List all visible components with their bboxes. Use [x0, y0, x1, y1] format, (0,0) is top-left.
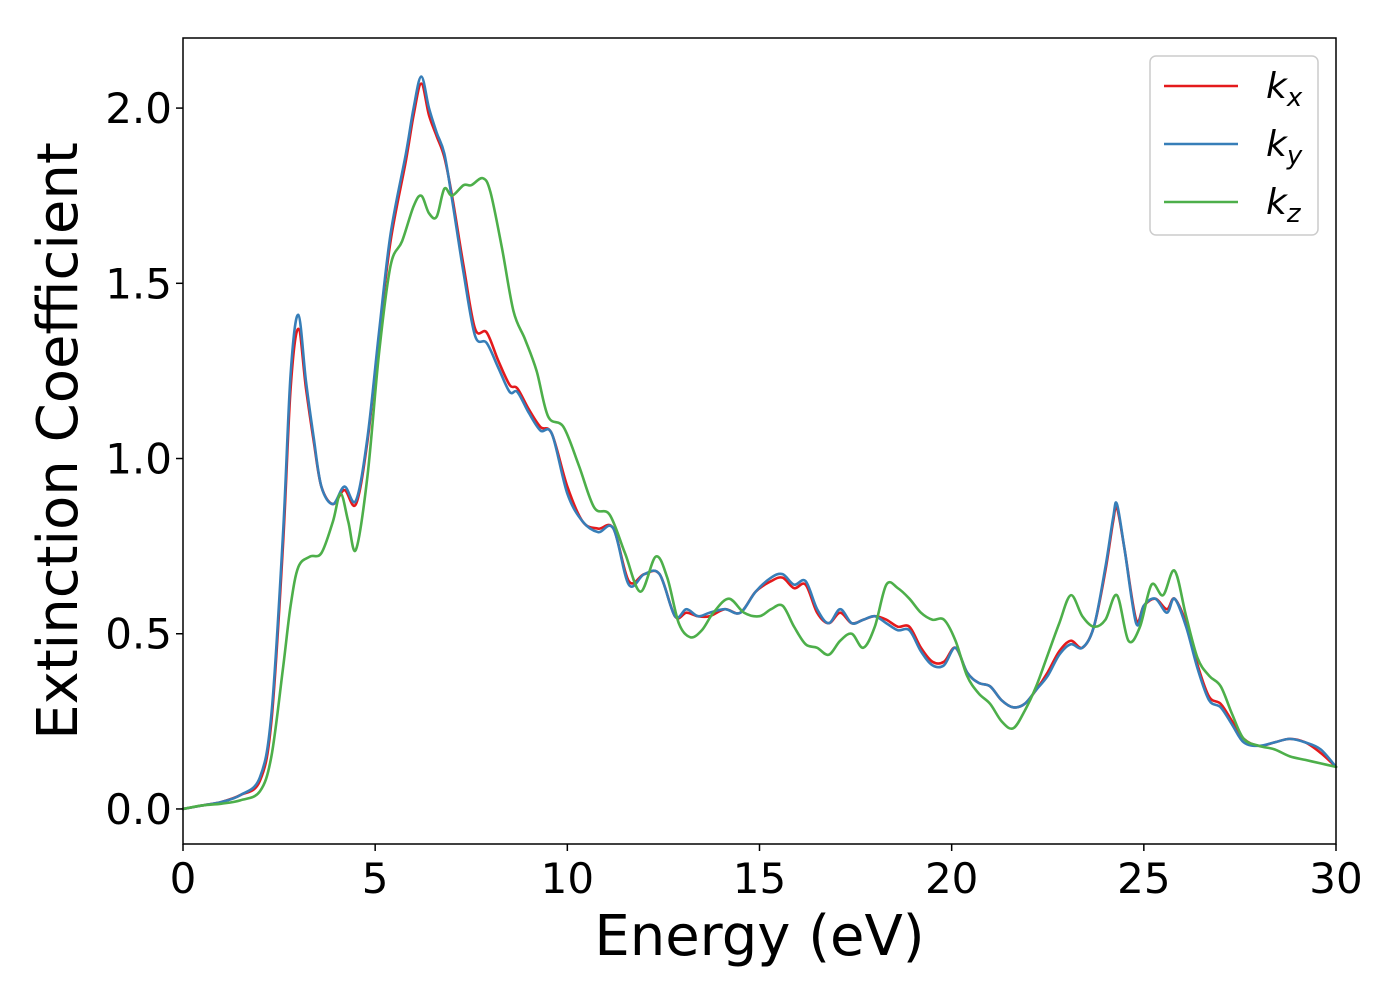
series-line-z — [181, 176, 1338, 811]
legend-label-y: ky — [1266, 124, 1303, 171]
x-tick-label: 30 — [1309, 854, 1362, 903]
legend-label-x: kx — [1266, 66, 1303, 113]
legend: kx ky kz — [1149, 55, 1319, 236]
legend-box — [1149, 55, 1319, 236]
y-tick-label: 1.0 — [105, 435, 172, 484]
plot-area — [183, 38, 1336, 844]
legend-label-z: kz — [1266, 182, 1302, 229]
x-tick-label: 10 — [541, 854, 594, 903]
legend-entries: kx ky kz — [1164, 66, 1303, 229]
y-tick-label: 2.0 — [105, 84, 172, 133]
x-tick-label: 0 — [170, 854, 197, 903]
x-tick-label: 20 — [925, 854, 978, 903]
x-tick-label: 25 — [1117, 854, 1170, 903]
series-line-y — [181, 75, 1338, 811]
x-axis-ticks: 0 5 10 15 20 25 30 — [170, 844, 1363, 903]
y-tick-label: 1.5 — [105, 259, 172, 308]
y-tick-label: 0.5 — [105, 610, 172, 659]
x-tick-label: 15 — [733, 854, 786, 903]
y-axis-ticks: 0.0 0.5 1.0 1.5 2.0 — [105, 84, 183, 834]
x-tick-label: 5 — [362, 854, 389, 903]
x-axis-label: Energy (eV) — [594, 904, 924, 969]
y-tick-label: 0.0 — [105, 785, 172, 834]
y-axis-label: Extinction Coefficient — [26, 142, 91, 740]
series-layer — [181, 75, 1338, 811]
